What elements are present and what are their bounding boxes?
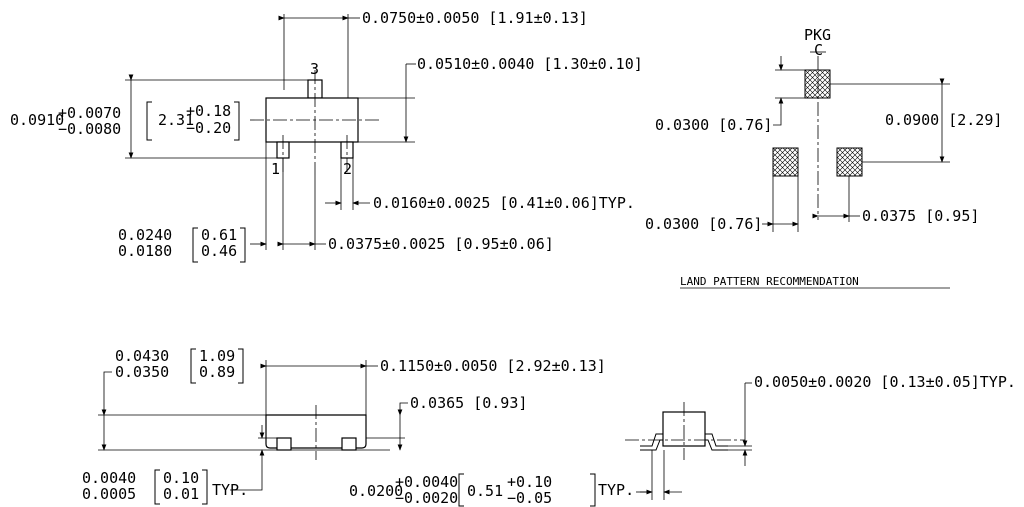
body-width-dim: 0.0750±0.0050 [1.91±0.13] (362, 9, 588, 27)
land-pad-right (836, 147, 863, 177)
body-dim: 0.0510±0.0040 [1.30±0.10] (417, 55, 643, 73)
pin-1-label: 1 (271, 160, 280, 178)
lead-length-typ: TYP. (598, 481, 634, 499)
side-height-inch-min: 0.0350 (115, 363, 169, 381)
land-pattern: PKG C 0.0300 [0.76] 0.0900 [2.29] 0.0300… (645, 26, 1002, 289)
standoff-typ: TYP. (212, 481, 248, 499)
lead-thickness-dim: 0.0050±0.0020 [0.13±0.05]TYP. (754, 373, 1016, 391)
lead-length-mm: 0.51 (467, 482, 503, 500)
top-view: 3 1 2 0.0750±0.0050 [1.91±0.13] 0.0510±0… (10, 9, 643, 263)
land-pad-left (772, 147, 799, 177)
pin-3-label: 3 (310, 60, 319, 78)
lead-inch-max: 0.0240 (118, 226, 172, 244)
standoff-inch-max: 0.0040 (82, 469, 136, 487)
overall-height-inch-plus: +0.0070 (58, 104, 121, 122)
pin-2-label: 2 (343, 160, 352, 178)
standoff-mm-max: 0.10 (163, 469, 199, 487)
pad-width-dim: 0.0300 [0.76] (645, 215, 762, 233)
overall-height-mm: 2.31 (158, 111, 194, 129)
lead-width-dim: 0.0160±0.0025 [0.41±0.06]TYP. (373, 194, 635, 212)
overall-height-inch-minus: −0.0080 (58, 120, 121, 138)
overall-height-mm-minus: −0.20 (186, 119, 231, 137)
lead-length-mm-minus: −0.05 (507, 489, 552, 507)
overall-height-mm-plus: +0.18 (186, 102, 231, 120)
side-height-inch-max: 0.0430 (115, 347, 169, 365)
lead-mm-min: 0.46 (201, 242, 237, 260)
lead-mm-max: 0.61 (201, 226, 237, 244)
lead-length-inch-minus: −0.0020 (395, 489, 458, 507)
pitch-dim: 0.0375±0.0025 [0.95±0.06] (328, 235, 554, 253)
side-length-dim: 0.1150±0.0050 [2.92±0.13] (380, 357, 606, 375)
body-height-dim: 0.0365 [0.93] (410, 394, 527, 412)
span-dim: 0.0900 [2.29] (885, 111, 1002, 129)
overall-height-inch: 0.0910 (10, 111, 64, 129)
lead-length-inch: 0.0200 (349, 482, 403, 500)
lead-length-inch-plus: +0.0040 (395, 473, 458, 491)
side-lead-right (341, 437, 357, 451)
land-pattern-caption: LAND PATTERN RECOMMENDATION (680, 275, 859, 288)
side-height-mm-max: 1.09 (199, 347, 235, 365)
pad-size-dim: 0.0300 [0.76] (655, 116, 772, 134)
side-height-mm-min: 0.89 (199, 363, 235, 381)
lead-length-mm-plus: +0.10 (507, 473, 552, 491)
land-pad-top (804, 69, 831, 99)
pkg-label: PKG (804, 26, 831, 44)
side-view: 0.1150±0.0050 [2.92±0.13] 0.0430 0.0350 … (82, 347, 650, 507)
side-lead-left (276, 437, 292, 451)
standoff-inch-min: 0.0005 (82, 485, 136, 503)
lead-inch-min: 0.0180 (118, 242, 172, 260)
standoff-mm-min: 0.01 (163, 485, 199, 503)
land-pitch-dim: 0.0375 [0.95] (862, 207, 979, 225)
centerline-symbol: C (814, 41, 823, 59)
end-view: 0.0050±0.0020 [0.13±0.05]TYP. (625, 373, 1016, 500)
